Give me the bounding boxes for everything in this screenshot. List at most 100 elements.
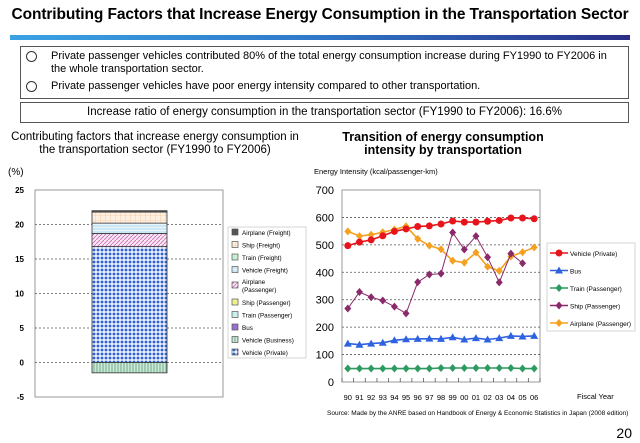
right-y-tick-label: 100: [316, 350, 334, 362]
right-x-tick-label: 99: [448, 393, 456, 402]
point-bus: [483, 335, 492, 343]
point-ship-passenger: [484, 253, 492, 262]
point-ship-passenger: [414, 278, 422, 287]
point-vehicle-private: [437, 220, 445, 228]
page-number: 20: [616, 425, 632, 441]
right-y-tick-label: 400: [316, 267, 334, 279]
left-y-tick-label: 15: [15, 255, 24, 264]
right-x-tick-label: 03: [495, 393, 503, 402]
left-y-tick-label: 5: [20, 324, 25, 333]
point-vehicle-private: [449, 217, 457, 225]
point-train-passenger: [460, 364, 468, 373]
legend-label: Bus: [242, 325, 253, 332]
point-airplane-passenger: [484, 262, 492, 271]
legend-swatch: [231, 311, 239, 318]
increase-ratio-box: Increase ratio of energy consumption in …: [20, 102, 629, 123]
legend-label: (Passenger): [242, 287, 276, 294]
bar-segment-airplane-freight: [91, 210, 168, 213]
source-note: Source: Made by the ANRE based on Handbo…: [327, 410, 629, 417]
point-train-passenger: [449, 364, 457, 373]
legend-label: Bus: [570, 269, 582, 276]
point-vehicle-private: [507, 214, 515, 222]
right-y-tick-label: 700: [316, 185, 334, 197]
left-chart-title: Contributing factors that increase energ…: [11, 131, 299, 156]
point-bus: [495, 334, 504, 342]
right-x-tick-label: 00: [460, 393, 468, 402]
point-bus: [343, 339, 352, 347]
point-ship-passenger: [495, 278, 503, 287]
point-vehicle-private: [402, 225, 410, 233]
point-airplane-passenger: [414, 234, 422, 243]
bullet-icon: [26, 51, 37, 62]
series-ship-passenger: [344, 228, 527, 318]
right-y-axis-label: Energy Intensity (kcal/passenger-km): [314, 167, 438, 176]
legend-label: Airplane: [242, 279, 266, 286]
legend-label: Train (Passenger): [570, 286, 622, 293]
left-y-unit-label: (%): [8, 167, 24, 178]
right-x-tick-label: 92: [367, 393, 375, 402]
right-x-tick-label: 01: [472, 393, 480, 402]
point-vehicle-private: [519, 214, 527, 222]
right-x-tick-label: 04: [507, 393, 515, 402]
right-y-tick-label: 0: [328, 377, 334, 389]
series-bus: [343, 331, 539, 348]
legend-marker: [555, 284, 563, 292]
right-y-tick-label: 300: [316, 295, 334, 307]
summary-box: Private passenger vehicles contributed 8…: [20, 46, 629, 99]
right-x-tick-label: 91: [355, 393, 363, 402]
point-train-passenger: [355, 364, 363, 373]
summary-bullet: Private passenger vehicles have poor ene…: [51, 80, 481, 92]
right-x-tick-label: 95: [402, 393, 410, 402]
legend-swatch: [231, 281, 239, 289]
point-train-passenger: [390, 364, 398, 373]
point-bus: [471, 334, 480, 342]
point-train-passenger: [495, 364, 503, 373]
legend-label: Airplane (Passenger): [570, 321, 631, 328]
left-y-tick-label: 25: [15, 186, 24, 195]
bar-segment-vehicle-private: [91, 246, 168, 363]
legend-label: Vehicle (Business): [242, 338, 294, 345]
right-x-tick-label: 06: [530, 393, 538, 402]
point-train-passenger: [484, 364, 492, 373]
point-ship-passenger: [355, 288, 363, 297]
point-airplane-passenger: [367, 230, 375, 239]
point-train-passenger: [344, 364, 352, 373]
legend-label: Train (Passenger): [242, 313, 292, 320]
right-y-tick-label: 500: [316, 240, 334, 252]
point-train-passenger: [507, 364, 515, 373]
right-x-tick-label: 93: [379, 393, 387, 402]
point-bus: [448, 333, 457, 341]
point-airplane-passenger: [355, 232, 363, 241]
point-vehicle-private: [367, 236, 375, 244]
legend-swatch: [231, 336, 239, 343]
point-airplane-passenger: [472, 248, 480, 257]
left-y-tick-label: 10: [15, 290, 24, 299]
right-chart: Energy Intensity (kcal/passenger-km) Fis…: [314, 167, 636, 402]
point-vehicle-private: [344, 242, 352, 250]
point-bus: [425, 334, 434, 342]
point-bus: [390, 336, 399, 344]
point-bus: [367, 339, 376, 347]
point-bus: [437, 334, 445, 342]
right-x-tick-label: 94: [390, 393, 398, 402]
point-bus: [355, 340, 364, 348]
point-train-passenger: [367, 364, 375, 373]
legend-swatch: [231, 323, 239, 331]
legend-marker: [555, 301, 563, 310]
right-x-axis-label: Fiscal Year: [577, 392, 614, 401]
point-bus: [506, 331, 515, 339]
point-bus: [530, 331, 539, 339]
point-bus: [518, 332, 527, 340]
point-train-passenger: [437, 364, 445, 373]
left-y-tick-label: 20: [15, 221, 24, 230]
right-x-tick-label: 02: [483, 393, 491, 402]
point-airplane-passenger: [437, 245, 445, 254]
point-train-passenger: [379, 364, 387, 373]
left-legend-box: [227, 226, 307, 359]
point-train-passenger: [530, 364, 538, 373]
legend-label: Ship (Passenger): [570, 304, 620, 311]
legend-swatch: [231, 241, 239, 248]
point-vehicle-private: [379, 232, 387, 240]
legend-swatch: [231, 228, 239, 236]
point-ship-passenger: [390, 302, 398, 311]
